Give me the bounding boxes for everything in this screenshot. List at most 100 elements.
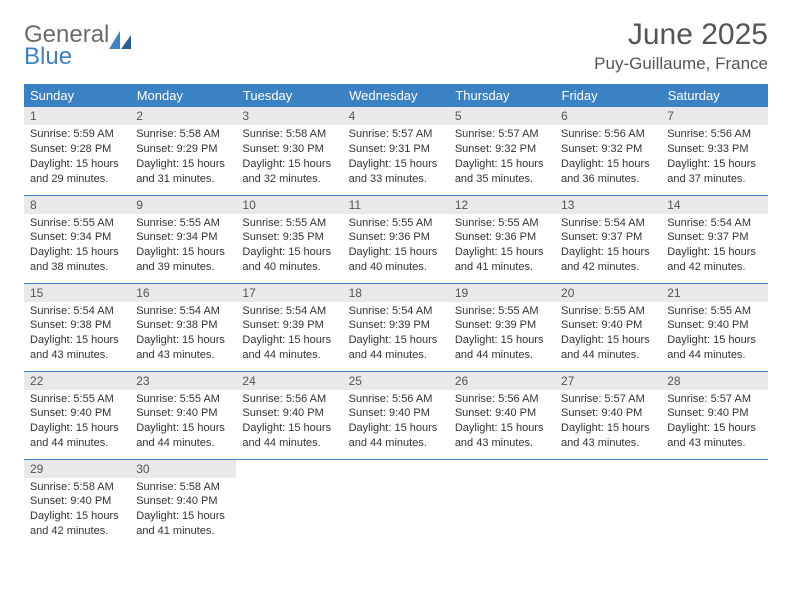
sunrise-line: Sunrise: 5:55 AM bbox=[455, 304, 549, 319]
sunrise-line: Sunrise: 5:54 AM bbox=[667, 216, 761, 231]
day-number: 29 bbox=[24, 460, 130, 478]
sunrise-line: Sunrise: 5:55 AM bbox=[242, 216, 336, 231]
weekday-header: Thursday bbox=[449, 84, 555, 107]
calendar-cell: 1Sunrise: 5:59 AMSunset: 9:28 PMDaylight… bbox=[24, 107, 130, 195]
day-number: 26 bbox=[449, 372, 555, 390]
sunset-line: Sunset: 9:40 PM bbox=[561, 318, 655, 333]
daylight-line: Daylight: 15 hours and 42 minutes. bbox=[30, 509, 124, 539]
calendar-cell: 23Sunrise: 5:55 AMSunset: 9:40 PMDayligh… bbox=[130, 371, 236, 459]
brand-line2: Blue bbox=[24, 43, 72, 70]
day-number: 1 bbox=[24, 107, 130, 125]
daylight-line: Daylight: 15 hours and 42 minutes. bbox=[667, 245, 761, 275]
day-number: 8 bbox=[24, 196, 130, 214]
weekday-header: Saturday bbox=[661, 84, 767, 107]
daylight-line: Daylight: 15 hours and 44 minutes. bbox=[242, 333, 336, 363]
day-body: Sunrise: 5:58 AMSunset: 9:30 PMDaylight:… bbox=[236, 125, 342, 190]
calendar-cell: 2Sunrise: 5:58 AMSunset: 9:29 PMDaylight… bbox=[130, 107, 236, 195]
sunset-line: Sunset: 9:40 PM bbox=[561, 406, 655, 421]
calendar-row: 22Sunrise: 5:55 AMSunset: 9:40 PMDayligh… bbox=[24, 371, 768, 459]
sunset-line: Sunset: 9:37 PM bbox=[561, 230, 655, 245]
sunset-line: Sunset: 9:40 PM bbox=[30, 494, 124, 509]
month-title: June 2025 bbox=[594, 18, 768, 52]
title-block: June 2025 Puy-Guillaume, France bbox=[594, 18, 768, 74]
day-number: 9 bbox=[130, 196, 236, 214]
day-body: Sunrise: 5:56 AMSunset: 9:40 PMDaylight:… bbox=[343, 390, 449, 455]
daylight-line: Daylight: 15 hours and 39 minutes. bbox=[136, 245, 230, 275]
daylight-line: Daylight: 15 hours and 43 minutes. bbox=[30, 333, 124, 363]
calendar-row: 29Sunrise: 5:58 AMSunset: 9:40 PMDayligh… bbox=[24, 459, 768, 547]
sail-icon bbox=[109, 31, 131, 49]
daylight-line: Daylight: 15 hours and 38 minutes. bbox=[30, 245, 124, 275]
day-body: Sunrise: 5:58 AMSunset: 9:29 PMDaylight:… bbox=[130, 125, 236, 190]
sunset-line: Sunset: 9:38 PM bbox=[136, 318, 230, 333]
calendar-cell: 16Sunrise: 5:54 AMSunset: 9:38 PMDayligh… bbox=[130, 283, 236, 371]
calendar-cell: 19Sunrise: 5:55 AMSunset: 9:39 PMDayligh… bbox=[449, 283, 555, 371]
day-body: Sunrise: 5:57 AMSunset: 9:31 PMDaylight:… bbox=[343, 125, 449, 190]
daylight-line: Daylight: 15 hours and 41 minutes. bbox=[136, 509, 230, 539]
sunset-line: Sunset: 9:35 PM bbox=[242, 230, 336, 245]
day-number: 11 bbox=[343, 196, 449, 214]
daylight-line: Daylight: 15 hours and 43 minutes. bbox=[455, 421, 549, 451]
day-number: 24 bbox=[236, 372, 342, 390]
calendar-cell: 27Sunrise: 5:57 AMSunset: 9:40 PMDayligh… bbox=[555, 371, 661, 459]
day-body: Sunrise: 5:55 AMSunset: 9:35 PMDaylight:… bbox=[236, 214, 342, 279]
day-number: 17 bbox=[236, 284, 342, 302]
calendar-cell: 24Sunrise: 5:56 AMSunset: 9:40 PMDayligh… bbox=[236, 371, 342, 459]
day-body: Sunrise: 5:55 AMSunset: 9:36 PMDaylight:… bbox=[449, 214, 555, 279]
day-number: 30 bbox=[130, 460, 236, 478]
calendar-cell: 5Sunrise: 5:57 AMSunset: 9:32 PMDaylight… bbox=[449, 107, 555, 195]
sunset-line: Sunset: 9:37 PM bbox=[667, 230, 761, 245]
calendar-body: 1Sunrise: 5:59 AMSunset: 9:28 PMDaylight… bbox=[24, 107, 768, 547]
weekday-header: Wednesday bbox=[343, 84, 449, 107]
day-body: Sunrise: 5:55 AMSunset: 9:39 PMDaylight:… bbox=[449, 302, 555, 367]
day-body: Sunrise: 5:56 AMSunset: 9:40 PMDaylight:… bbox=[449, 390, 555, 455]
calendar-cell: 14 Sunrise: 5:54 AMSunset: 9:37 PMDayligh… bbox=[661, 195, 767, 283]
day-body: Sunrise: 5:57 AMSunset: 9:40 PMDaylight:… bbox=[555, 390, 661, 455]
daylight-line: Daylight: 15 hours and 43 minutes. bbox=[561, 421, 655, 451]
calendar-cell: 7Sunrise: 5:56 AMSunset: 9:33 PMDaylight… bbox=[661, 107, 767, 195]
calendar-cell: 4Sunrise: 5:57 AMSunset: 9:31 PMDaylight… bbox=[343, 107, 449, 195]
sunset-line: Sunset: 9:40 PM bbox=[455, 406, 549, 421]
sunrise-line: Sunrise: 5:55 AM bbox=[349, 216, 443, 231]
daylight-line: Daylight: 15 hours and 33 minutes. bbox=[349, 157, 443, 187]
day-number: 5 bbox=[449, 107, 555, 125]
sunrise-line: Sunrise: 5:55 AM bbox=[136, 216, 230, 231]
daylight-line: Daylight: 15 hours and 29 minutes. bbox=[30, 157, 124, 187]
sunrise-line: Sunrise: 5:54 AM bbox=[136, 304, 230, 319]
calendar-cell: 11Sunrise: 5:55 AMSunset: 9:36 PMDayligh… bbox=[343, 195, 449, 283]
sunset-line: Sunset: 9:40 PM bbox=[136, 494, 230, 509]
sunrise-line: Sunrise: 5:55 AM bbox=[136, 392, 230, 407]
day-number: 7 bbox=[661, 107, 767, 125]
sunset-line: Sunset: 9:40 PM bbox=[30, 406, 124, 421]
day-number: 18 bbox=[343, 284, 449, 302]
daylight-line: Daylight: 15 hours and 44 minutes. bbox=[242, 421, 336, 451]
calendar-row: 15Sunrise: 5:54 AMSunset: 9:38 PMDayligh… bbox=[24, 283, 768, 371]
sunset-line: Sunset: 9:38 PM bbox=[30, 318, 124, 333]
daylight-line: Daylight: 15 hours and 44 minutes. bbox=[561, 333, 655, 363]
weekday-header: Sunday bbox=[24, 84, 130, 107]
daylight-line: Daylight: 15 hours and 36 minutes. bbox=[561, 157, 655, 187]
sunrise-line: Sunrise: 5:55 AM bbox=[30, 392, 124, 407]
calendar-cell: 17Sunrise: 5:54 AMSunset: 9:39 PMDayligh… bbox=[236, 283, 342, 371]
calendar-cell bbox=[661, 459, 767, 547]
location: Puy-Guillaume, France bbox=[594, 54, 768, 74]
calendar-cell: 6Sunrise: 5:56 AMSunset: 9:32 PMDaylight… bbox=[555, 107, 661, 195]
calendar-cell: 25Sunrise: 5:56 AMSunset: 9:40 PMDayligh… bbox=[343, 371, 449, 459]
weekday-header: Friday bbox=[555, 84, 661, 107]
sunset-line: Sunset: 9:40 PM bbox=[349, 406, 443, 421]
day-number: 16 bbox=[130, 284, 236, 302]
sunrise-line: Sunrise: 5:55 AM bbox=[455, 216, 549, 231]
daylight-line: Daylight: 15 hours and 31 minutes. bbox=[136, 157, 230, 187]
sunrise-line: Sunrise: 5:58 AM bbox=[136, 480, 230, 495]
sunset-line: Sunset: 9:32 PM bbox=[455, 142, 549, 157]
sunrise-line: Sunrise: 5:57 AM bbox=[349, 127, 443, 142]
calendar-cell: 3Sunrise: 5:58 AMSunset: 9:30 PMDaylight… bbox=[236, 107, 342, 195]
sunrise-line: Sunrise: 5:55 AM bbox=[561, 304, 655, 319]
daylight-line: Daylight: 15 hours and 44 minutes. bbox=[349, 421, 443, 451]
day-number: 14 bbox=[661, 196, 767, 214]
day-body: Sunrise: 5:55 AMSunset: 9:34 PMDaylight:… bbox=[24, 214, 130, 279]
sunset-line: Sunset: 9:39 PM bbox=[349, 318, 443, 333]
daylight-line: Daylight: 15 hours and 40 minutes. bbox=[349, 245, 443, 275]
calendar-cell: 15Sunrise: 5:54 AMSunset: 9:38 PMDayligh… bbox=[24, 283, 130, 371]
sunset-line: Sunset: 9:40 PM bbox=[242, 406, 336, 421]
